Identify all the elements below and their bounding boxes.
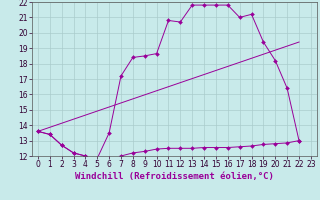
X-axis label: Windchill (Refroidissement éolien,°C): Windchill (Refroidissement éolien,°C)	[75, 172, 274, 181]
